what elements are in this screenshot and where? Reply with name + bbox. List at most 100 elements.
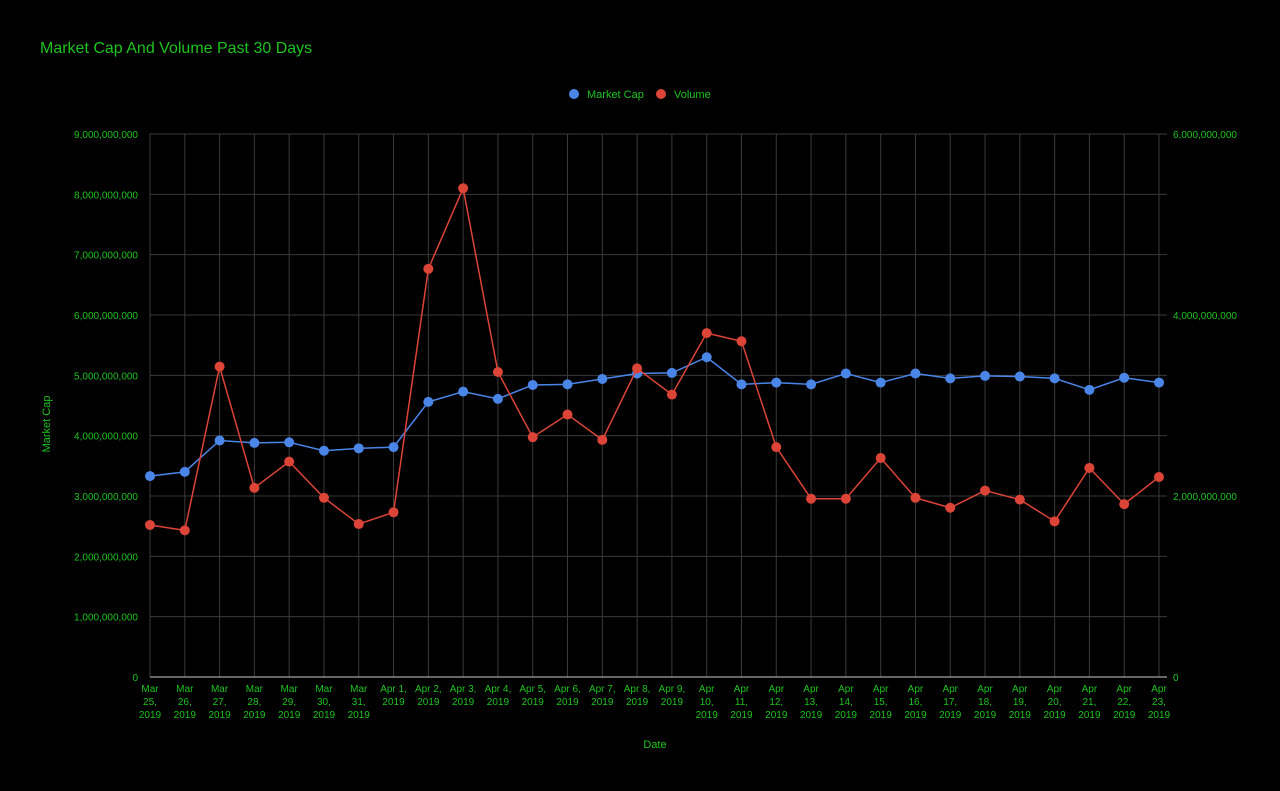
volume-point[interactable]	[875, 452, 886, 463]
x-tick-label: Apr 18, 2019	[974, 684, 997, 721]
x-tick-label: Apr 1, 2019	[380, 684, 407, 708]
volume-point[interactable]	[423, 263, 434, 274]
volume-point[interactable]	[597, 434, 608, 445]
legend: Market Cap Volume	[569, 89, 711, 101]
y-left-tick-label: 7,000,000,000	[74, 251, 138, 262]
volume-point[interactable]	[666, 389, 677, 400]
volume-point[interactable]	[388, 507, 399, 518]
x-tick-label: Mar 31, 2019	[348, 684, 371, 721]
y-left-tick-label: 2,000,000,000	[74, 552, 138, 563]
market-cap-point[interactable]	[701, 352, 712, 363]
volume-point[interactable]	[910, 492, 921, 503]
volume-point[interactable]	[1084, 462, 1095, 473]
market-cap-point[interactable]	[492, 393, 503, 404]
market-cap-point[interactable]	[1154, 377, 1164, 388]
series-layer	[145, 183, 1164, 536]
y-left-tick-label: 0	[132, 673, 138, 684]
legend-item-market-cap[interactable]: Market Cap	[569, 89, 644, 101]
x-tick-label: Mar 25, 2019	[139, 684, 162, 721]
market-cap-point[interactable]	[806, 379, 817, 390]
market-cap-point[interactable]	[875, 377, 886, 388]
market-cap-point[interactable]	[910, 368, 921, 379]
legend-marker	[569, 89, 579, 99]
y-right-tick-label: 6,000,000,000	[1173, 130, 1237, 141]
market-cap-point[interactable]	[353, 443, 364, 454]
market-cap-point[interactable]	[1119, 372, 1130, 383]
x-tick-label: Mar 26, 2019	[174, 684, 197, 721]
market-cap-point[interactable]	[145, 471, 155, 482]
volume-point[interactable]	[179, 525, 190, 536]
volume-point[interactable]	[945, 502, 956, 513]
market-cap-point[interactable]	[1049, 373, 1060, 384]
volume-point[interactable]	[284, 456, 295, 467]
x-tick-label: Apr 11, 2019	[730, 684, 753, 721]
y-left-tick-label: 9,000,000,000	[74, 130, 138, 141]
volume-point[interactable]	[736, 336, 747, 347]
x-tick-label: Apr 15, 2019	[870, 684, 893, 721]
x-tick-label: Apr 23, 2019	[1148, 684, 1171, 721]
y-left-tick-label: 4,000,000,000	[74, 432, 138, 443]
x-tick-label: Apr 7, 2019	[589, 684, 616, 708]
x-tick-label: Mar 28, 2019	[243, 684, 266, 721]
volume-point[interactable]	[701, 328, 712, 339]
market-cap-point[interactable]	[388, 442, 399, 453]
x-tick-label: Apr 8, 2019	[624, 684, 651, 708]
volume-point[interactable]	[527, 432, 538, 443]
volume-point[interactable]	[1154, 471, 1164, 482]
volume-point[interactable]	[1119, 499, 1130, 510]
y-right-tick-label: 2,000,000,000	[1173, 492, 1237, 503]
legend-label: Volume	[674, 89, 711, 101]
legend-item-volume[interactable]: Volume	[656, 89, 711, 101]
y-left-tick-label: 1,000,000,000	[74, 613, 138, 624]
market-cap-point[interactable]	[423, 396, 434, 407]
x-tick-label: Apr 13, 2019	[800, 684, 823, 721]
market-cap-point[interactable]	[945, 373, 956, 384]
y-left-tick-label: 6,000,000,000	[74, 311, 138, 322]
market-cap-point[interactable]	[179, 466, 190, 477]
volume-point[interactable]	[214, 361, 225, 372]
volume-point[interactable]	[1014, 494, 1025, 505]
market-cap-point[interactable]	[318, 445, 329, 456]
y-left-tick-label: 5,000,000,000	[74, 371, 138, 382]
volume-point[interactable]	[562, 409, 573, 420]
y-right-tick-label: 0	[1173, 673, 1179, 684]
market-cap-point[interactable]	[597, 373, 608, 384]
volume-point[interactable]	[806, 493, 817, 504]
volume-point[interactable]	[492, 367, 503, 378]
volume-point[interactable]	[145, 519, 155, 530]
market-cap-point[interactable]	[1014, 371, 1025, 382]
market-cap-point[interactable]	[980, 370, 991, 381]
volume-point[interactable]	[632, 363, 643, 374]
volume-point[interactable]	[980, 485, 991, 496]
volume-series	[145, 183, 1164, 536]
x-tick-label: Apr 2, 2019	[415, 684, 442, 708]
chart-title: Market Cap And Volume Past 30 Days	[40, 40, 313, 57]
market-cap-point[interactable]	[771, 377, 782, 388]
volume-point[interactable]	[840, 493, 851, 504]
x-tick-label: Apr 9, 2019	[659, 684, 686, 708]
market-cap-point[interactable]	[458, 386, 469, 397]
volume-point[interactable]	[353, 519, 364, 530]
market-cap-point[interactable]	[527, 379, 538, 390]
x-tick-label: Apr 4, 2019	[485, 684, 512, 708]
market-cap-line	[149, 356, 1160, 477]
x-tick-label: Apr 3, 2019	[450, 684, 477, 708]
volume-point[interactable]	[771, 442, 782, 453]
x-tick-label: Mar 30, 2019	[313, 684, 336, 721]
market-cap-point[interactable]	[840, 368, 851, 379]
volume-point[interactable]	[318, 492, 329, 503]
market-cap-point[interactable]	[1084, 384, 1095, 395]
volume-point[interactable]	[458, 183, 469, 194]
market-cap-point[interactable]	[666, 367, 677, 378]
market-cap-point[interactable]	[284, 437, 295, 448]
market-cap-point[interactable]	[736, 379, 747, 390]
market-cap-point[interactable]	[214, 435, 225, 446]
market-cap-point[interactable]	[562, 379, 573, 390]
axes: 0 1,000,000,000 2,000,000,000 3,000,000,000…	[74, 130, 1237, 721]
market-cap-point[interactable]	[249, 437, 260, 448]
volume-point[interactable]	[1049, 516, 1060, 527]
volume-point[interactable]	[249, 482, 260, 493]
x-tick-label: Mar 29, 2019	[278, 684, 301, 721]
